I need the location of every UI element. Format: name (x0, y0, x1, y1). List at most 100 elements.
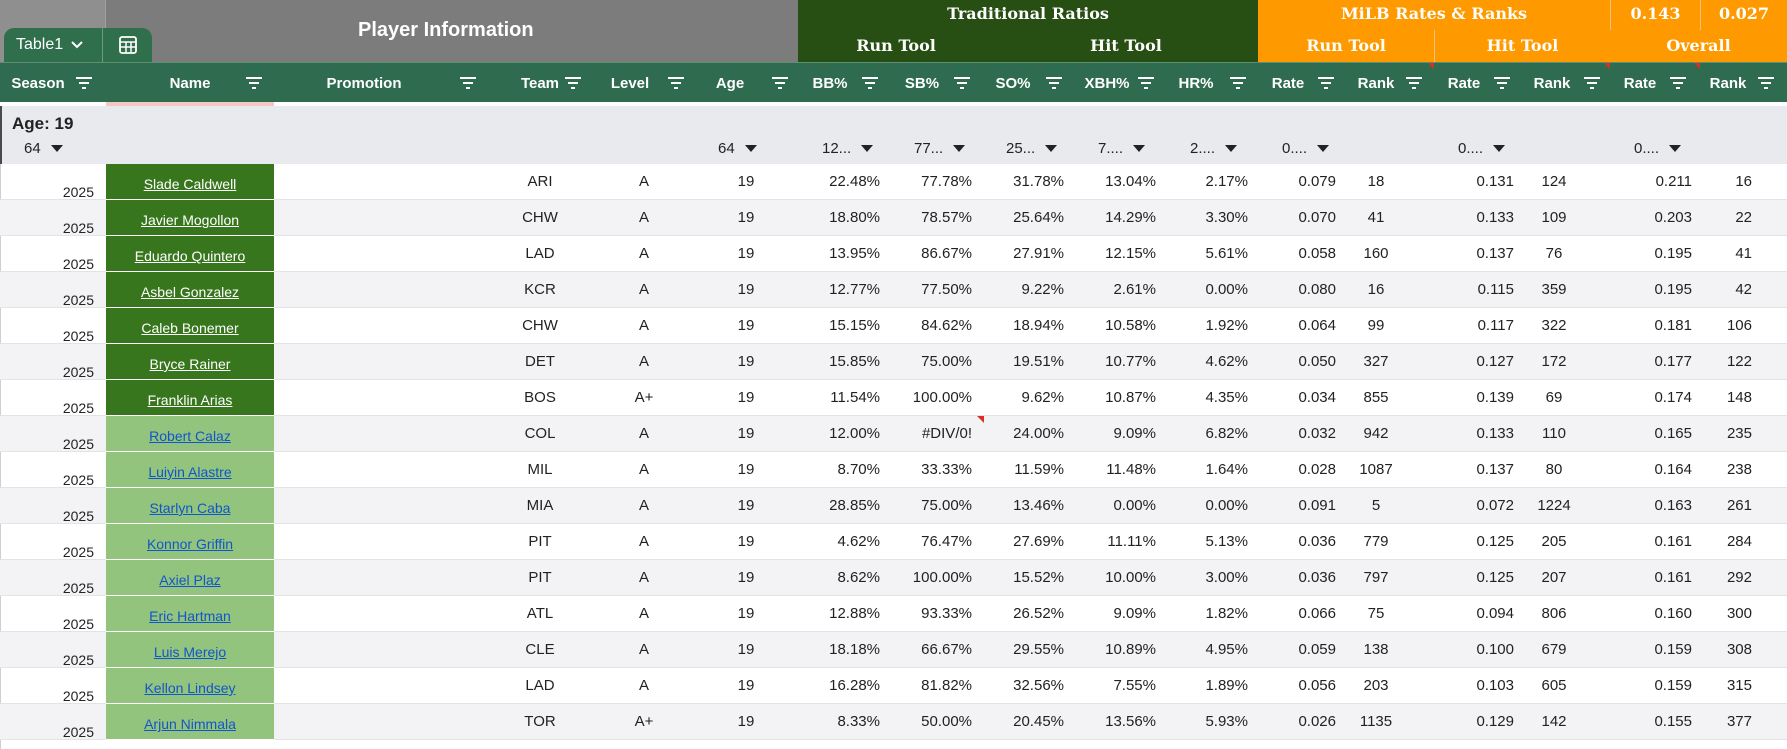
hr-cell[interactable]: 1.89% (1205, 677, 1248, 694)
season-cell[interactable]: 2025 (62, 220, 94, 236)
level-cell[interactable]: A (638, 677, 649, 694)
age-cell[interactable]: 19 (737, 461, 755, 478)
filter-icon[interactable] (1494, 77, 1510, 89)
bb-cell[interactable]: 15.15% (829, 317, 880, 334)
hr-cell[interactable]: 1.82% (1205, 605, 1248, 622)
overall-rate-cell[interactable]: 0.159 (1654, 677, 1692, 694)
overall-rate-cell[interactable]: 0.161 (1654, 569, 1692, 586)
overall-rank-cell[interactable]: 300 (1726, 605, 1752, 622)
run-rate-cell[interactable]: 0.079 (1298, 173, 1336, 190)
level-cell[interactable]: A (638, 173, 649, 190)
player-name-link[interactable]: Axiel Plaz (159, 572, 221, 588)
hit-rank-cell[interactable]: 1224 (1537, 497, 1571, 514)
team-cell[interactable]: LAD (525, 677, 555, 694)
overall-rank-cell[interactable]: 315 (1726, 677, 1752, 694)
hit-rank-cell[interactable]: 205 (1541, 533, 1567, 550)
filter-icon[interactable] (565, 77, 581, 89)
overall-rate-cell[interactable]: 0.195 (1654, 281, 1692, 298)
xbh-cell[interactable]: 11.48% (1106, 461, 1156, 478)
team-cell[interactable]: TOR (524, 713, 556, 730)
column-header-overall-rank[interactable]: Rank (1709, 74, 1747, 92)
filter-icon[interactable] (772, 77, 788, 89)
bb-cell[interactable]: 12.88% (829, 605, 880, 622)
table-row[interactable]: 2025 CLE A 19 18.18% 66.67% 29.55% 10.89% 4.95% 0… (0, 632, 1787, 668)
run-rank-cell[interactable]: 203 (1363, 677, 1389, 694)
sb-cell[interactable]: 77.50% (921, 281, 972, 298)
overall-rank-cell[interactable]: 148 (1726, 389, 1752, 406)
bb-cell[interactable]: 12.77% (829, 281, 880, 298)
hit-rank-cell[interactable]: 679 (1541, 641, 1567, 658)
xbh-cell[interactable]: 10.77% (1105, 353, 1156, 370)
overall-rate-cell[interactable]: 0.155 (1654, 713, 1692, 730)
team-cell[interactable]: PIT (528, 533, 552, 550)
column-header-hr[interactable]: HR% (1178, 74, 1214, 92)
run-rank-cell[interactable]: 855 (1363, 389, 1389, 406)
sb-cell[interactable]: 86.67% (921, 245, 972, 262)
hit-rank-cell[interactable]: 359 (1541, 281, 1567, 298)
hit-rate-cell[interactable]: 0.131 (1476, 173, 1514, 190)
xbh-cell[interactable]: 2.61% (1113, 281, 1156, 298)
season-cell[interactable]: 2025 (62, 256, 94, 272)
overall-rank-cell[interactable]: 292 (1726, 569, 1752, 586)
season-cell[interactable]: 2025 (62, 652, 94, 668)
player-name-link[interactable]: Arjun Nimmala (144, 716, 236, 732)
hr-cell[interactable]: 1.64% (1205, 461, 1248, 478)
sb-aggregate-dropdown[interactable]: 77... (914, 140, 966, 157)
so-cell[interactable]: 20.45% (1013, 713, 1064, 730)
filter-icon[interactable] (954, 77, 970, 89)
table-row[interactable]: 2025 BOS A+ 19 11.54% 100.00% 9.62% 10.87% 4.35%… (0, 380, 1787, 416)
run-rank-cell[interactable]: 942 (1363, 425, 1389, 442)
overall-rate-cell[interactable]: 0.203 (1654, 209, 1692, 226)
season-cell[interactable]: 2025 (62, 544, 94, 560)
team-cell[interactable]: CHW (522, 209, 558, 226)
team-cell[interactable]: DET (525, 353, 555, 370)
run-rate-cell[interactable]: 0.064 (1298, 317, 1336, 334)
season-cell[interactable]: 2025 (62, 472, 94, 488)
season-cell[interactable]: 2025 (62, 580, 94, 596)
overall-rank-cell[interactable]: 106 (1726, 317, 1752, 334)
hit-rank-cell[interactable]: 322 (1541, 317, 1567, 334)
level-cell[interactable]: A (638, 245, 649, 262)
run-rate-cell[interactable]: 0.066 (1298, 605, 1336, 622)
sb-cell[interactable]: 50.00% (921, 713, 972, 730)
player-name-link[interactable]: Eric Hartman (149, 608, 231, 624)
age-cell[interactable]: 19 (737, 497, 755, 514)
overall-rate-cell[interactable]: 0.165 (1654, 425, 1692, 442)
overall-rank-cell[interactable]: 41 (1735, 245, 1752, 262)
bb-cell[interactable]: 13.95% (829, 245, 880, 262)
bb-cell[interactable]: 18.80% (829, 209, 880, 226)
level-cell[interactable]: A (638, 317, 649, 334)
filter-icon[interactable] (1138, 77, 1154, 89)
xbh-cell[interactable]: 0.00% (1113, 497, 1156, 514)
age-cell[interactable]: 19 (737, 641, 755, 658)
hit-rank-cell[interactable]: 172 (1541, 353, 1567, 370)
hit-rate-cell[interactable]: 0.133 (1476, 209, 1514, 226)
run-rate-cell[interactable]: 0.056 (1298, 677, 1336, 694)
bb-cell[interactable]: 18.18% (829, 641, 880, 658)
table-row[interactable]: 2025 LAD A 19 16.28% 81.82% 32.56% 7.55% 1.89% 0.… (0, 668, 1787, 704)
season-cell[interactable]: 2025 (62, 508, 94, 524)
run-rank-cell[interactable]: 327 (1363, 353, 1389, 370)
level-cell[interactable]: A (638, 605, 649, 622)
season-cell[interactable]: 2025 (62, 328, 94, 344)
age-cell[interactable]: 19 (737, 281, 755, 298)
hit-rank-cell[interactable]: 76 (1545, 245, 1563, 262)
so-cell[interactable]: 27.91% (1013, 245, 1064, 262)
sb-cell[interactable]: 77.78% (921, 173, 972, 190)
hr-cell[interactable]: 6.82% (1205, 425, 1248, 442)
level-cell[interactable]: A (638, 425, 649, 442)
table-name-button[interactable]: Table1 (4, 28, 102, 62)
age-cell[interactable]: 19 (737, 677, 755, 694)
overall-rank-cell[interactable]: 238 (1726, 461, 1752, 478)
level-cell[interactable]: A+ (634, 713, 654, 730)
overall-rank-cell[interactable]: 377 (1726, 713, 1752, 730)
player-name-link[interactable]: Eduardo Quintero (134, 248, 246, 264)
hit-rate-aggregate-dropdown[interactable]: 0.... (1458, 140, 1506, 157)
so-cell[interactable]: 29.55% (1013, 641, 1064, 658)
hit-rank-cell[interactable]: 806 (1541, 605, 1567, 622)
bb-cell[interactable]: 4.62% (837, 533, 880, 550)
level-cell[interactable]: A (638, 533, 649, 550)
filter-icon[interactable] (460, 77, 476, 89)
hit-rate-cell[interactable]: 0.139 (1476, 389, 1514, 406)
column-header-age[interactable]: Age (715, 74, 745, 92)
